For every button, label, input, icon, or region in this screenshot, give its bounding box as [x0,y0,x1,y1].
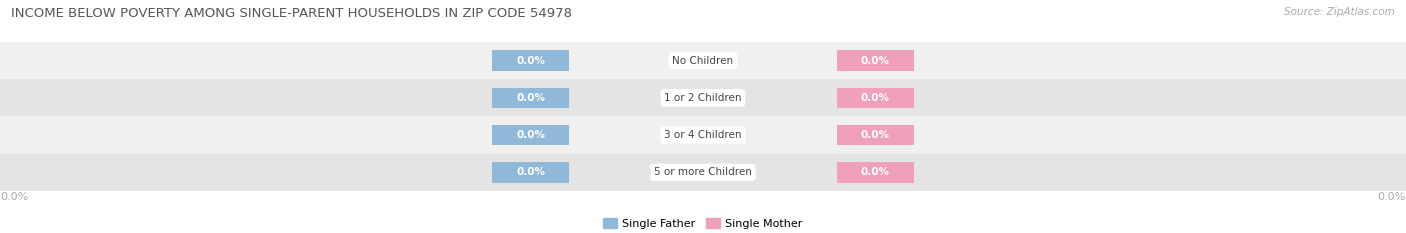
Bar [0,116,1406,154]
Bar [0,79,1406,116]
Bar [837,162,914,183]
Text: 0.0%: 0.0% [516,168,546,177]
Text: 0.0%: 0.0% [860,168,890,177]
Legend: Single Father, Single Mother: Single Father, Single Mother [599,214,807,233]
Text: 0.0%: 0.0% [516,56,546,65]
Text: 0.0%: 0.0% [860,93,890,103]
Bar [837,50,914,71]
Text: 1 or 2 Children: 1 or 2 Children [664,93,742,103]
Text: 3 or 4 Children: 3 or 4 Children [664,130,742,140]
Bar [0,154,1406,191]
Text: 0.0%: 0.0% [516,93,546,103]
Text: 0.0%: 0.0% [1378,192,1406,202]
Bar [492,50,569,71]
Text: 0.0%: 0.0% [0,192,28,202]
Bar [492,162,569,183]
Text: No Children: No Children [672,56,734,65]
Text: 0.0%: 0.0% [860,56,890,65]
Text: 5 or more Children: 5 or more Children [654,168,752,177]
Bar [492,125,569,145]
Text: INCOME BELOW POVERTY AMONG SINGLE-PARENT HOUSEHOLDS IN ZIP CODE 54978: INCOME BELOW POVERTY AMONG SINGLE-PARENT… [11,7,572,20]
Text: Source: ZipAtlas.com: Source: ZipAtlas.com [1284,7,1395,17]
Bar [837,125,914,145]
Bar [492,88,569,108]
Text: 0.0%: 0.0% [516,130,546,140]
Bar [0,42,1406,79]
Text: 0.0%: 0.0% [860,130,890,140]
Bar [837,88,914,108]
